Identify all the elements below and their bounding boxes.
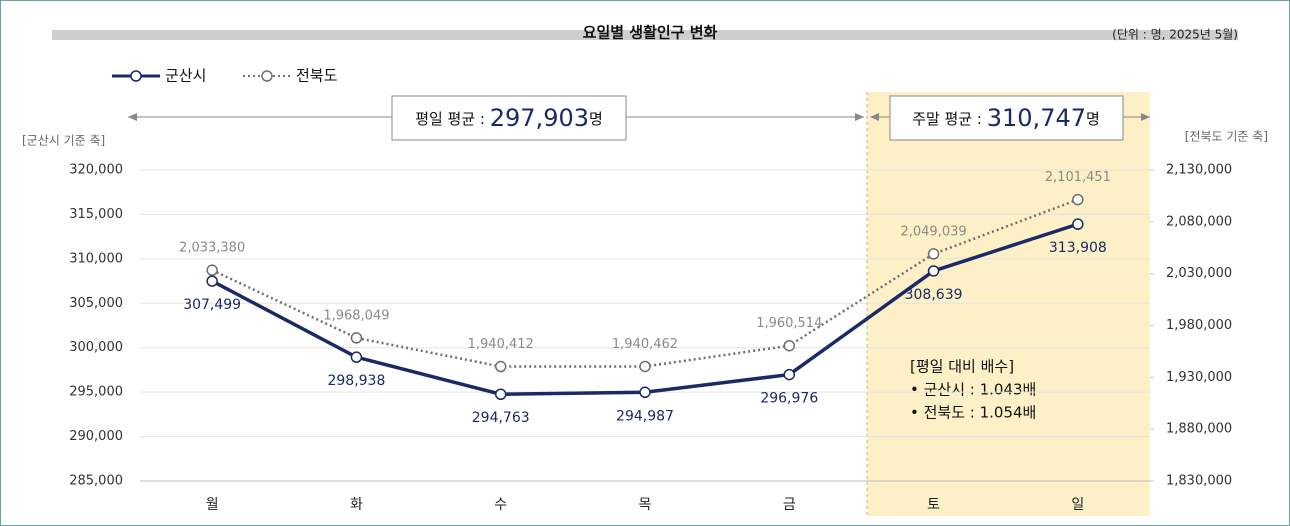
point — [927, 265, 940, 277]
point — [783, 339, 796, 352]
title-bar — [52, 30, 1238, 40]
point — [927, 248, 940, 260]
ratio-title: [평일 대비 배수] — [910, 358, 1014, 376]
data-label: 313,908 — [1049, 240, 1107, 256]
point — [639, 360, 651, 373]
legend-label: 전북도 — [296, 67, 338, 85]
y-tick-label: 320,000 — [69, 163, 123, 178]
data-label: 1,940,462 — [612, 337, 678, 352]
x-tick-label: 토 — [927, 497, 940, 513]
point — [1072, 218, 1084, 230]
weekend-average: 주말 평균 : 310,747명 — [912, 104, 1100, 132]
x-tick-label: 금 — [783, 497, 796, 513]
data-label: 1,960,514 — [756, 316, 822, 331]
x-tick-label: 월 — [206, 497, 219, 513]
y2-axis-label: [전북도 기준 축] — [1185, 130, 1268, 144]
value: 297,903 — [490, 104, 589, 132]
ratio-item: • 전북도 : 1.054배 — [910, 404, 1036, 422]
x-tick-label: 수 — [494, 497, 507, 513]
value: 310,747 — [987, 104, 1086, 132]
x-tick-label: 화 — [350, 497, 363, 513]
point — [206, 264, 218, 276]
weekday-box — [391, 95, 627, 141]
chart-title: 요일별 생활인구 변화 — [583, 24, 718, 42]
subtitle: (단위 : 명, 2025년 5월) — [1112, 28, 1238, 42]
unit: 명 — [1086, 110, 1100, 128]
legend-marker — [130, 70, 142, 82]
y-tick-label: 315,000 — [69, 207, 123, 222]
label: 주말 평균 : — [912, 110, 987, 128]
y-tick-label: 305,000 — [69, 296, 123, 311]
y-axis-label: [군산시 기준 축] — [22, 134, 105, 148]
legend-marker — [261, 70, 273, 82]
data-label: 2,049,039 — [900, 224, 966, 239]
legend-label: 군산시 — [165, 67, 206, 85]
y2-tick-label: 2,080,000 — [1166, 214, 1232, 229]
weekday-average: 평일 평균 : 297,903명 — [415, 104, 603, 132]
label: 평일 평균 : — [415, 110, 490, 128]
x-tick-label: 목 — [639, 497, 652, 513]
x-tick-label: 일 — [1071, 497, 1084, 513]
data-label: 307,499 — [183, 297, 241, 313]
ratio-item: • 군산시 : 1.043배 — [910, 381, 1036, 399]
y2-tick-label: 2,030,000 — [1166, 266, 1232, 281]
weekend-shade — [867, 92, 1150, 516]
point — [1072, 193, 1084, 206]
y2-tick-label: 1,980,000 — [1166, 318, 1232, 333]
y-tick-label: 300,000 — [69, 340, 123, 355]
unit: 명 — [589, 110, 603, 128]
y-tick-label: 295,000 — [69, 385, 123, 400]
data-label: 296,976 — [760, 391, 818, 407]
data-label: 298,938 — [327, 373, 385, 389]
point — [494, 360, 507, 373]
point — [639, 386, 651, 399]
point — [494, 388, 507, 400]
data-label: 308,639 — [905, 287, 963, 303]
data-label: 1,940,412 — [468, 337, 534, 352]
y2-tick-label: 1,880,000 — [1166, 422, 1232, 437]
y2-tick-label: 1,930,000 — [1166, 370, 1232, 385]
y2-tick-label: 1,830,000 — [1166, 474, 1232, 489]
point — [350, 332, 363, 344]
data-label: 2,101,451 — [1045, 170, 1111, 185]
data-label: 294,763 — [472, 410, 530, 426]
data-label: 1,968,049 — [323, 308, 389, 323]
point — [206, 275, 218, 287]
y-tick-label: 285,000 — [69, 474, 123, 489]
y-tick-label: 290,000 — [69, 429, 123, 444]
data-label: 2,033,380 — [179, 241, 245, 256]
weekend-box — [889, 95, 1124, 141]
point — [783, 368, 796, 381]
y-tick-label: 310,000 — [69, 251, 123, 266]
y2-tick-label: 2,130,000 — [1166, 163, 1232, 178]
point — [350, 351, 363, 363]
data-label: 294,987 — [616, 408, 674, 424]
